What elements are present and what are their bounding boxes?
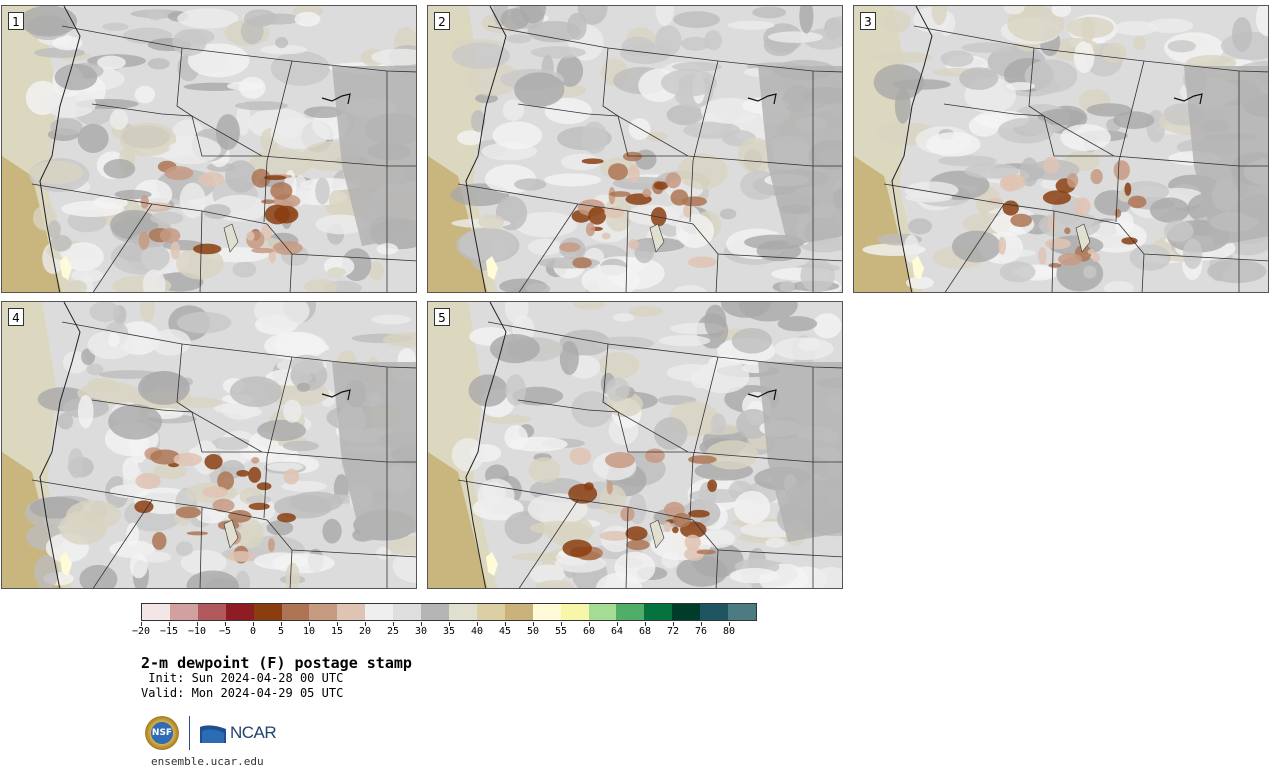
panel-label-5: 5 <box>434 308 450 326</box>
map-4 <box>2 302 416 588</box>
colorbar-tick <box>197 622 198 626</box>
colorbar-swatch-11 <box>448 604 477 620</box>
colorbar <box>141 603 757 621</box>
colorbar-swatch-2 <box>197 604 226 620</box>
panel-2: 2 <box>427 5 843 293</box>
colorbar-tick-label: 20 <box>358 626 372 637</box>
colorbar-swatch-10 <box>421 604 449 620</box>
colorbar-tick-label: 35 <box>442 626 456 637</box>
colorbar-tick <box>421 622 422 626</box>
panel-label-3: 3 <box>860 12 876 30</box>
panel-label-4: 4 <box>8 308 24 326</box>
valid-time: Valid: Mon 2024-04-29 05 UTC <box>141 686 344 700</box>
colorbar-tick-label: 30 <box>414 626 428 637</box>
colorbar-tick-label: 60 <box>582 626 596 637</box>
panel-1: 1 <box>1 5 417 293</box>
colorbar-tick-label: −20 <box>131 626 151 637</box>
colorbar-tick-label: 40 <box>470 626 484 637</box>
colorbar-tick <box>701 622 702 626</box>
panel-4: 4 <box>1 301 417 589</box>
colorbar-swatch-8 <box>365 604 394 620</box>
colorbar-tick-label: 5 <box>277 626 285 637</box>
colorbar-tick <box>169 622 170 626</box>
colorbar-tick-label: 0 <box>249 626 257 637</box>
colorbar-tick-label: 55 <box>554 626 568 637</box>
colorbar-swatch-3 <box>225 604 254 620</box>
map-2 <box>428 6 842 292</box>
colorbar-tick <box>617 622 618 626</box>
colorbar-swatch-1 <box>169 604 198 620</box>
colorbar-swatch-20 <box>700 604 729 620</box>
colorbar-tick-label: 15 <box>330 626 344 637</box>
colorbar-tick <box>477 622 478 626</box>
colorbar-tick <box>729 622 730 626</box>
colorbar-swatch-13 <box>504 604 533 620</box>
colorbar-tick <box>533 622 534 626</box>
colorbar-tick <box>309 622 310 626</box>
colorbar-swatch-14 <box>532 604 561 620</box>
colorbar-tick-label: 10 <box>302 626 316 637</box>
colorbar-tick <box>645 622 646 626</box>
init-time: Init: Sun 2024-04-28 00 UTC <box>141 671 344 685</box>
nsf-logo: NSF <box>145 716 179 750</box>
colorbar-tick <box>505 622 506 626</box>
chart-title: 2-m dewpoint (F) postage stamp <box>141 654 412 672</box>
colorbar-tick <box>281 622 282 626</box>
panel-5: 5 <box>427 301 843 589</box>
colorbar-swatch-21 <box>728 604 756 620</box>
colorbar-tick-label: 64 <box>610 626 624 637</box>
colorbar-tick-label: 80 <box>722 626 736 637</box>
colorbar-tick-label: 25 <box>386 626 400 637</box>
site-url: ensemble.ucar.edu <box>151 755 264 768</box>
ncar-wordmark: NCAR <box>230 723 277 742</box>
panel-label-1: 1 <box>8 12 24 30</box>
colorbar-tick <box>449 622 450 626</box>
colorbar-tick <box>673 622 674 626</box>
colorbar-swatch-7 <box>337 604 366 620</box>
colorbar-tick-label: 68 <box>638 626 652 637</box>
colorbar-swatch-0 <box>142 604 170 620</box>
colorbar-swatch-5 <box>281 604 310 620</box>
ncar-mark-icon <box>200 725 226 743</box>
colorbar-swatch-6 <box>309 604 338 620</box>
colorbar-tick <box>393 622 394 626</box>
colorbar-tick-label: −10 <box>187 626 207 637</box>
colorbar-tick <box>365 622 366 626</box>
colorbar-swatch-16 <box>588 604 617 620</box>
colorbar-swatch-18 <box>644 604 673 620</box>
colorbar-tick <box>253 622 254 626</box>
colorbar-tick <box>589 622 590 626</box>
logo-row: NSF NCAR <box>145 714 277 752</box>
ncar-logo: NCAR <box>200 723 277 743</box>
panel-3: 3 <box>853 5 1269 293</box>
colorbar-swatch-9 <box>393 604 422 620</box>
colorbar-tick-label: 50 <box>526 626 540 637</box>
colorbar-tick <box>225 622 226 626</box>
colorbar-swatch-15 <box>560 604 589 620</box>
colorbar-tick-label: 45 <box>498 626 512 637</box>
colorbar-swatch-17 <box>616 604 645 620</box>
map-3 <box>854 6 1268 292</box>
map-5 <box>428 302 842 588</box>
logo-divider <box>189 716 190 750</box>
colorbar-swatch-12 <box>476 604 505 620</box>
colorbar-ticks: −20 −15 −10 −5 0 5 10 15 20 25 30 35 40 45 50 55 60 64 68 7… <box>132 622 757 637</box>
colorbar-tick-label: −15 <box>159 626 179 637</box>
colorbar-tick <box>337 622 338 626</box>
colorbar-swatch-19 <box>672 604 701 620</box>
colorbar-tick-label: −5 <box>218 626 232 637</box>
panel-label-2: 2 <box>434 12 450 30</box>
colorbar-tick-label: 76 <box>694 626 708 637</box>
colorbar-tick <box>141 622 142 626</box>
colorbar-swatch-4 <box>253 604 282 620</box>
colorbar-tick-label: 72 <box>666 626 680 637</box>
map-1 <box>2 6 416 292</box>
colorbar-tick <box>561 622 562 626</box>
